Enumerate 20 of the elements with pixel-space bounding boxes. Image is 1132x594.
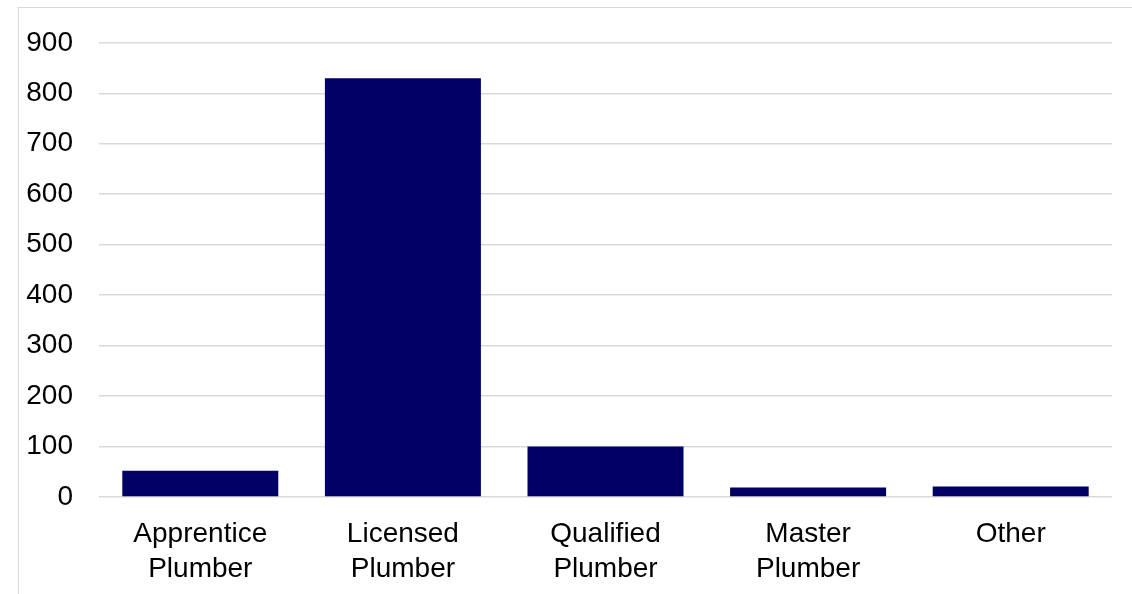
y-tick-label: 200 (26, 378, 73, 410)
y-tick-label: 700 (26, 126, 73, 158)
y-tick-label: 900 (26, 25, 73, 57)
y-tick-label: 800 (26, 75, 73, 107)
x-tick-label: Qualified Plumber (550, 517, 661, 584)
x-tick-label: Master Plumber (755, 517, 861, 584)
bar (932, 486, 1089, 497)
y-tick-label: 300 (26, 328, 73, 360)
x-tick-label: Other (975, 517, 1046, 549)
y-tick-label: 500 (26, 227, 73, 259)
y-tick-label: 0 (57, 479, 73, 511)
bar (324, 78, 481, 497)
bar (122, 470, 279, 497)
y-tick-label: 100 (26, 429, 73, 461)
bar (527, 446, 684, 497)
x-tick-label: Licensed Plumber (346, 517, 459, 584)
y-tick-label: 400 (26, 277, 73, 309)
y-tick-label: 600 (26, 176, 73, 208)
bar (730, 487, 887, 497)
x-tick-label: Apprentice Plumber (133, 517, 268, 584)
